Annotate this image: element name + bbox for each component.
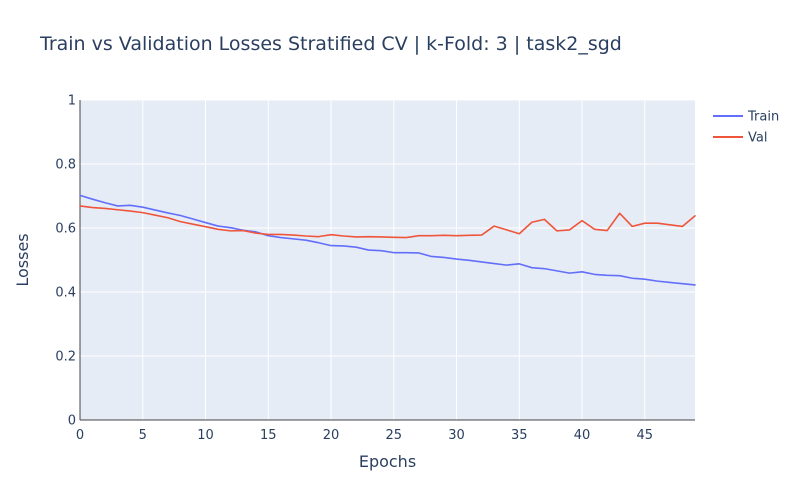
y-tick-label: 1 (68, 94, 76, 109)
series-line-val (79, 205, 696, 239)
y-tick-label: 0.8 (55, 158, 76, 173)
y-tick-label: 0.6 (55, 222, 76, 237)
x-axis-title: Epochs (359, 452, 416, 471)
series-line-train (79, 194, 696, 286)
chart-title: Train vs Validation Losses Stratified CV… (39, 33, 622, 55)
x-tick-label: 5 (139, 428, 147, 443)
y-axis-title: Losses (13, 233, 32, 286)
x-tick-label: 25 (386, 428, 403, 443)
x-tick-label: 45 (637, 428, 654, 443)
y-tick-label: 0.2 (55, 350, 76, 365)
y-tick-label: 0 (68, 414, 76, 429)
x-tick-label: 10 (197, 428, 214, 443)
plot-background (80, 100, 695, 420)
y-tick-label: 0.4 (55, 286, 76, 301)
x-tick-label: 0 (76, 428, 84, 443)
x-tick-label: 40 (574, 428, 591, 443)
x-tick-label: 30 (448, 428, 465, 443)
x-tick-label: 35 (511, 428, 528, 443)
legend-label-val[interactable]: Val (748, 131, 767, 146)
series-lines (79, 194, 696, 286)
x-tick-label: 15 (260, 428, 277, 443)
legend-label-train[interactable]: Train (747, 110, 779, 125)
x-tick-label: 20 (323, 428, 340, 443)
legend: Train Val (713, 110, 779, 146)
y-tick-labels: 0 0.2 0.4 0.6 0.8 1 (55, 94, 76, 429)
x-tick-labels: 0 5 10 15 20 25 30 35 40 45 (76, 428, 653, 443)
grid (79, 99, 695, 421)
